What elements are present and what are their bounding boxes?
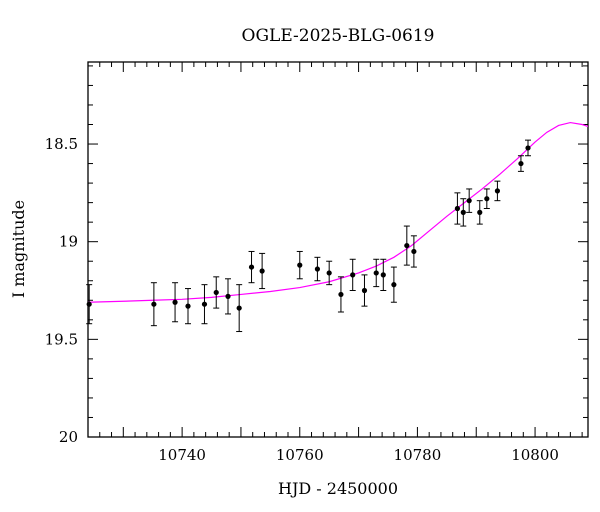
data-point	[391, 282, 397, 288]
data-point	[259, 268, 265, 274]
data-point	[361, 287, 368, 294]
data-point	[380, 272, 386, 278]
data-point	[477, 209, 483, 215]
data-point	[236, 305, 242, 311]
data-point	[494, 188, 501, 194]
x-tick-label: 10740	[158, 446, 206, 464]
y-tick-label: 19	[59, 233, 78, 251]
y-tick-label: 20	[59, 428, 78, 446]
y-axis-label: I magnitude	[9, 200, 28, 298]
data-point	[172, 299, 178, 305]
data-point	[314, 266, 321, 272]
data-point	[404, 242, 410, 249]
model-curve	[88, 121, 588, 303]
data-point	[201, 301, 208, 307]
data-point	[525, 145, 531, 151]
data-point	[185, 303, 191, 309]
x-tick-label: 10780	[394, 446, 442, 464]
data-point	[518, 160, 524, 167]
data-point	[225, 293, 231, 299]
data-point	[460, 209, 466, 215]
y-tick-label: 19.5	[45, 330, 78, 348]
data-point	[466, 198, 472, 204]
x-axis-label: HJD - 2450000	[278, 479, 398, 498]
y-tick-label: 18.5	[45, 135, 78, 153]
x-tick-label: 10760	[276, 446, 324, 464]
data-point	[326, 270, 332, 276]
chart-title: OGLE-2025-BLG-0619	[242, 26, 435, 46]
plot-frame	[87, 61, 589, 438]
plot-area: 10740 10760 10780 10800 18.5 19 19.5 20	[45, 61, 589, 464]
data-point	[411, 248, 417, 255]
data-point	[454, 205, 461, 212]
data-point	[373, 270, 379, 276]
data-point	[151, 301, 157, 307]
x-tick-label: 10800	[511, 446, 559, 464]
data-point	[350, 272, 356, 278]
data-point	[86, 301, 92, 307]
data-point	[213, 289, 219, 296]
data-point	[297, 262, 303, 268]
data-point	[248, 264, 255, 270]
data-point	[484, 196, 490, 202]
data-point	[338, 291, 344, 298]
